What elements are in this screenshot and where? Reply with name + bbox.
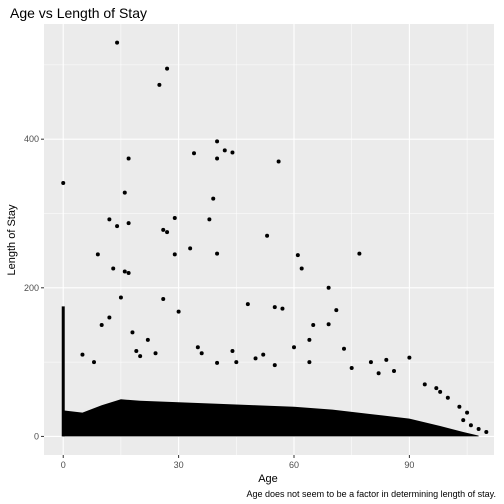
data-point	[145, 337, 150, 342]
data-point	[272, 305, 277, 310]
data-point	[468, 423, 473, 428]
chart-caption: Age does not seem to be a factor in dete…	[247, 489, 496, 499]
data-point	[422, 382, 427, 387]
data-point	[176, 309, 181, 314]
data-point	[392, 369, 396, 374]
data-point	[122, 190, 127, 195]
data-point	[207, 217, 212, 222]
data-point	[222, 148, 227, 153]
data-point	[126, 156, 131, 161]
data-point	[230, 348, 235, 353]
data-point	[165, 66, 170, 71]
x-tick-label: 60	[289, 460, 299, 470]
data-point	[188, 246, 193, 251]
y-axis-ticks: 0 200 400	[24, 134, 44, 441]
data-point	[484, 429, 489, 434]
x-tick-label: 30	[174, 460, 184, 470]
data-point	[115, 40, 120, 45]
y-tick-label: 400	[24, 134, 39, 144]
data-point	[407, 355, 412, 360]
data-point	[265, 233, 270, 238]
data-point	[384, 357, 389, 362]
data-point	[172, 215, 177, 220]
data-point	[272, 363, 277, 368]
data-point	[311, 322, 316, 327]
data-point	[457, 404, 462, 409]
data-point	[215, 251, 220, 256]
data-point	[130, 330, 135, 335]
data-point	[118, 295, 123, 300]
dense-band	[61, 306, 479, 437]
y-tick-label: 0	[34, 431, 39, 441]
data-point	[107, 217, 112, 222]
data-point	[215, 156, 220, 161]
data-point	[334, 308, 339, 313]
data-point	[276, 159, 281, 164]
data-point	[376, 371, 381, 376]
x-tick-label: 0	[61, 460, 66, 470]
data-point	[161, 296, 166, 301]
data-point	[434, 386, 439, 391]
dense-points-band	[63, 399, 479, 437]
data-point	[461, 418, 466, 423]
data-point	[161, 227, 166, 232]
data-point	[95, 252, 100, 257]
data-point	[215, 360, 220, 365]
data-point	[115, 224, 120, 229]
data-point	[215, 139, 220, 144]
data-point	[107, 315, 112, 320]
data-point	[445, 395, 450, 400]
data-point	[326, 322, 331, 327]
data-point	[476, 426, 481, 431]
y-tick-label: 200	[24, 283, 39, 293]
data-point	[80, 352, 85, 357]
data-point	[326, 285, 331, 290]
data-point	[61, 181, 66, 186]
x-axis-ticks: 0 30 60 90	[61, 455, 414, 470]
data-point	[357, 251, 362, 256]
age-zero-spike	[61, 306, 65, 437]
data-point	[165, 230, 170, 235]
data-point	[172, 252, 177, 257]
data-point	[465, 410, 470, 415]
data-point	[230, 150, 235, 155]
plot-panel	[44, 24, 494, 455]
data-point	[245, 302, 250, 307]
data-point	[99, 322, 104, 327]
data-point	[342, 346, 346, 351]
x-tick-label: 90	[404, 460, 414, 470]
x-axis-title: Age	[258, 473, 278, 485]
data-point	[122, 269, 127, 274]
data-point	[138, 354, 143, 359]
data-point	[153, 351, 158, 356]
data-point	[126, 221, 131, 226]
chart-title: Age vs Length of Stay	[10, 5, 147, 21]
data-point	[253, 356, 258, 361]
data-point	[134, 348, 139, 353]
data-point	[157, 82, 162, 87]
data-point	[126, 270, 131, 275]
data-point	[211, 196, 216, 201]
data-point	[280, 306, 285, 311]
data-point	[307, 360, 312, 365]
data-point	[195, 345, 200, 350]
y-axis-title: Length of Stay	[6, 204, 18, 275]
data-point	[261, 352, 266, 357]
data-point	[349, 366, 354, 371]
data-point	[92, 360, 96, 365]
data-point	[192, 151, 196, 156]
data-point	[234, 360, 239, 365]
data-point	[199, 351, 204, 356]
data-point	[111, 266, 116, 271]
data-points	[61, 40, 489, 434]
data-point	[368, 360, 373, 365]
grid-minor	[44, 24, 494, 455]
data-point	[438, 389, 443, 394]
data-point	[307, 337, 312, 342]
data-point	[292, 345, 296, 350]
data-point	[295, 253, 300, 258]
data-point	[299, 266, 304, 271]
